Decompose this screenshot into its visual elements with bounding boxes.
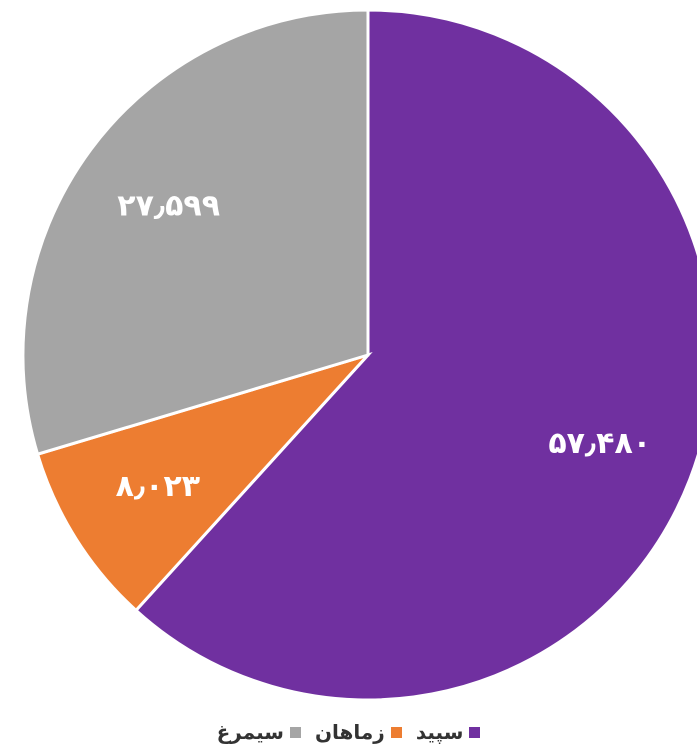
pie-slice xyxy=(133,8,697,702)
value-label: ۵۷٫۴۸۰ xyxy=(548,426,651,461)
legend-label: سپید xyxy=(415,720,464,744)
legend-label: زماهان xyxy=(314,720,385,744)
legend-item: سیمرغ xyxy=(217,720,301,744)
value-label: ۲۷٫۵۹۹ xyxy=(117,188,220,223)
chart: ۵۷٫۴۸۰ ۸٫۰۲۳ ۲۷٫۵۹۹ xyxy=(21,8,697,702)
legend-item: سپید xyxy=(416,720,481,744)
value-label: ۸٫۰۲۳ xyxy=(116,469,200,504)
pie-slice xyxy=(21,8,370,457)
legend-swatch xyxy=(390,726,402,738)
legend-swatch xyxy=(289,726,301,738)
pie-slice xyxy=(35,352,373,613)
legend-swatch xyxy=(469,726,481,738)
legend-item: زماهان xyxy=(315,720,402,744)
legend-label: سیمرغ xyxy=(216,720,284,744)
legend: سپید زماهان سیمرغ xyxy=(0,720,697,744)
